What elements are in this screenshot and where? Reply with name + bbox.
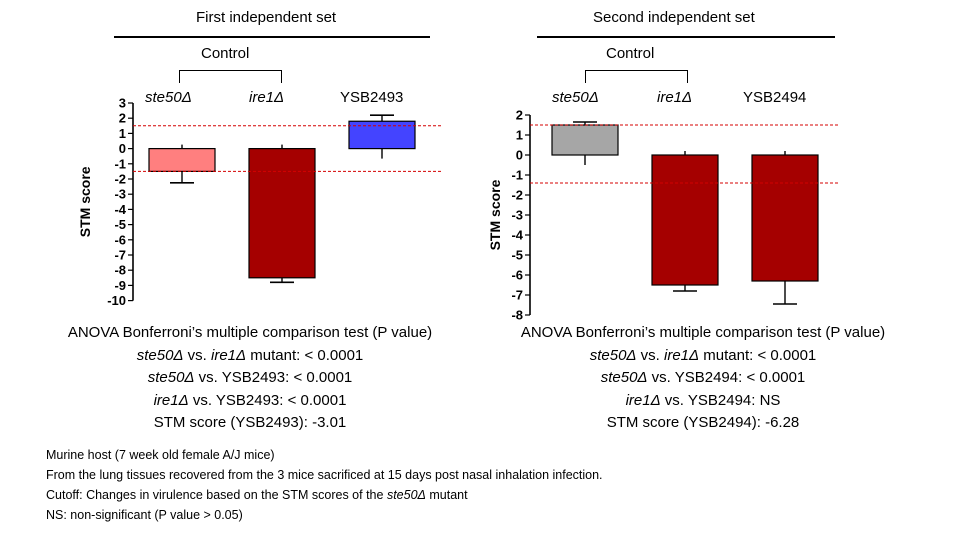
right-stats-score: STM score (YSB2494): -6.28 <box>606 414 800 431</box>
right-stats-line-1-d: mutant: < 0.0001 <box>699 346 817 364</box>
right-y-axis-label: STM score <box>487 179 503 250</box>
left-y-tick-label: -9 <box>114 278 126 293</box>
left-cat-label-1: ire1Δ <box>249 89 285 106</box>
left-bar-0 <box>148 147 216 172</box>
left-y-tick-label: -7 <box>114 248 126 263</box>
left-y-tick-label: 2 <box>119 111 126 126</box>
left-y-tick-label: -5 <box>114 217 126 232</box>
left-stats-line-2: ste50Δ vs. YSB2493: < 0.0001 <box>25 367 475 390</box>
left-stats-score: STM score (YSB2493): -3.01 <box>153 414 347 431</box>
left-title-rule <box>114 36 430 38</box>
left-stats-line-1-b: vs. <box>183 346 212 364</box>
right-set-title: Second independent set <box>593 9 755 26</box>
left-stats-line-1-d: mutant: < 0.0001 <box>246 346 364 364</box>
right-y-tick-label: 0 <box>516 148 523 163</box>
right-cat-label-0: ste50Δ <box>552 89 599 106</box>
footnote-ns: NS: non-significant (P value > 0.05) <box>46 508 243 522</box>
footnote-cutoff-pre: Cutoff: Changes in virulence based on th… <box>46 488 387 502</box>
right-bar-chart: STM score 2 1 0 -1 -2 -3 -4 -5 -6 -7 -8 <box>487 108 840 321</box>
right-stats-line-2-b: vs. YSB2494: < 0.0001 <box>647 369 806 386</box>
left-y-tick-label: -2 <box>114 172 126 187</box>
left-y-tick-label: -8 <box>114 263 126 278</box>
left-stats-block: ANOVA Bonferroni’s multiple comparison t… <box>25 322 475 435</box>
left-y-tick-label: -6 <box>114 232 126 247</box>
right-stats-line-2-a: ste50Δ <box>600 369 648 386</box>
left-y-tick-label: -3 <box>114 187 126 202</box>
left-stats-heading: ANOVA Bonferroni’s multiple comparison t… <box>67 324 433 341</box>
right-stats-line-1-c: ire1Δ <box>664 346 700 364</box>
left-stats-line-3-a: ire1Δ <box>153 391 189 409</box>
right-stats-line-2: ste50Δ vs. YSB2494: < 0.0001 <box>478 367 928 390</box>
left-y-tick-label: -1 <box>114 156 126 171</box>
right-bar-0 <box>551 124 619 156</box>
left-y-tick-label: 3 <box>119 96 126 111</box>
left-bar-1 <box>248 147 316 279</box>
left-control-bracket <box>179 70 282 83</box>
right-y-tick-label: -5 <box>511 248 523 263</box>
footnote-cutoff-post: mutant <box>425 488 468 502</box>
right-y-tick-label: -4 <box>511 228 523 243</box>
right-bar-2 <box>751 154 819 282</box>
left-stats-line-3: ire1Δ vs. YSB2493: < 0.0001 <box>25 390 475 413</box>
right-y-tick-label: -3 <box>511 208 523 223</box>
footnote-host: Murine host (7 week old female A/J mice) <box>46 448 275 462</box>
right-y-tick-label: 1 <box>516 128 523 143</box>
right-stats-line-1: ste50Δ vs. ire1Δ mutant: < 0.0001 <box>478 345 928 368</box>
left-cat-label-0: ste50Δ <box>145 89 192 106</box>
left-y-tick-label: 0 <box>119 141 126 156</box>
footnotes: Murine host (7 week old female A/J mice)… <box>46 445 603 525</box>
right-stats-heading: ANOVA Bonferroni’s multiple comparison t… <box>520 324 886 341</box>
footnote-cutoff-strain: ste50Δ <box>386 488 426 502</box>
left-stats-line-2-a: ste50Δ <box>147 369 195 386</box>
left-y-tick-label: -10 <box>107 293 126 308</box>
right-cat-label-2: YSB2494 <box>743 89 807 106</box>
right-y-tick-label: -2 <box>511 188 523 203</box>
left-control-label: Control <box>201 45 250 62</box>
left-cat-label-2: YSB2493 <box>340 89 404 106</box>
left-y-tick-label: -4 <box>114 202 126 217</box>
right-y-tick-label: 2 <box>516 108 523 123</box>
right-control-label: Control <box>606 45 655 62</box>
right-stats-line-3-b: vs. YSB2494: NS <box>660 391 781 409</box>
left-set-title: First independent set <box>196 9 337 26</box>
footnote-source: From the lung tissues recovered from the… <box>46 468 603 482</box>
right-cat-label-1: ire1Δ <box>657 89 693 106</box>
right-y-tick-label: -7 <box>511 288 523 303</box>
right-title-rule <box>537 36 835 38</box>
right-bar-1 <box>651 154 719 286</box>
left-stats-line-3-b: vs. YSB2493: < 0.0001 <box>188 391 347 409</box>
left-stats-line-1-c: ire1Δ <box>211 346 247 364</box>
right-stats-line-3-a: ire1Δ <box>625 391 661 409</box>
right-y-tick-label: -8 <box>511 308 523 321</box>
left-y-tick-label: 1 <box>119 126 126 141</box>
right-y-tick-label: -1 <box>511 168 523 183</box>
left-stats-line-2-b: vs. YSB2493: < 0.0001 <box>194 369 353 386</box>
right-stats-line-3: ire1Δ vs. YSB2494: NS <box>478 390 928 413</box>
left-y-axis-label: STM score <box>77 166 93 237</box>
right-control-bracket <box>585 70 688 83</box>
right-stats-block: ANOVA Bonferroni’s multiple comparison t… <box>478 322 928 435</box>
left-stats-line-1-a: ste50Δ <box>136 346 184 364</box>
right-stats-line-1-a: ste50Δ <box>589 346 637 364</box>
footnote-cutoff: Cutoff: Changes in virulence based on th… <box>46 485 603 505</box>
right-stats-line-1-b: vs. <box>636 346 665 364</box>
left-stats-line-1: ste50Δ vs. ire1Δ mutant: < 0.0001 <box>25 345 475 368</box>
right-y-tick-label: -6 <box>511 268 523 283</box>
